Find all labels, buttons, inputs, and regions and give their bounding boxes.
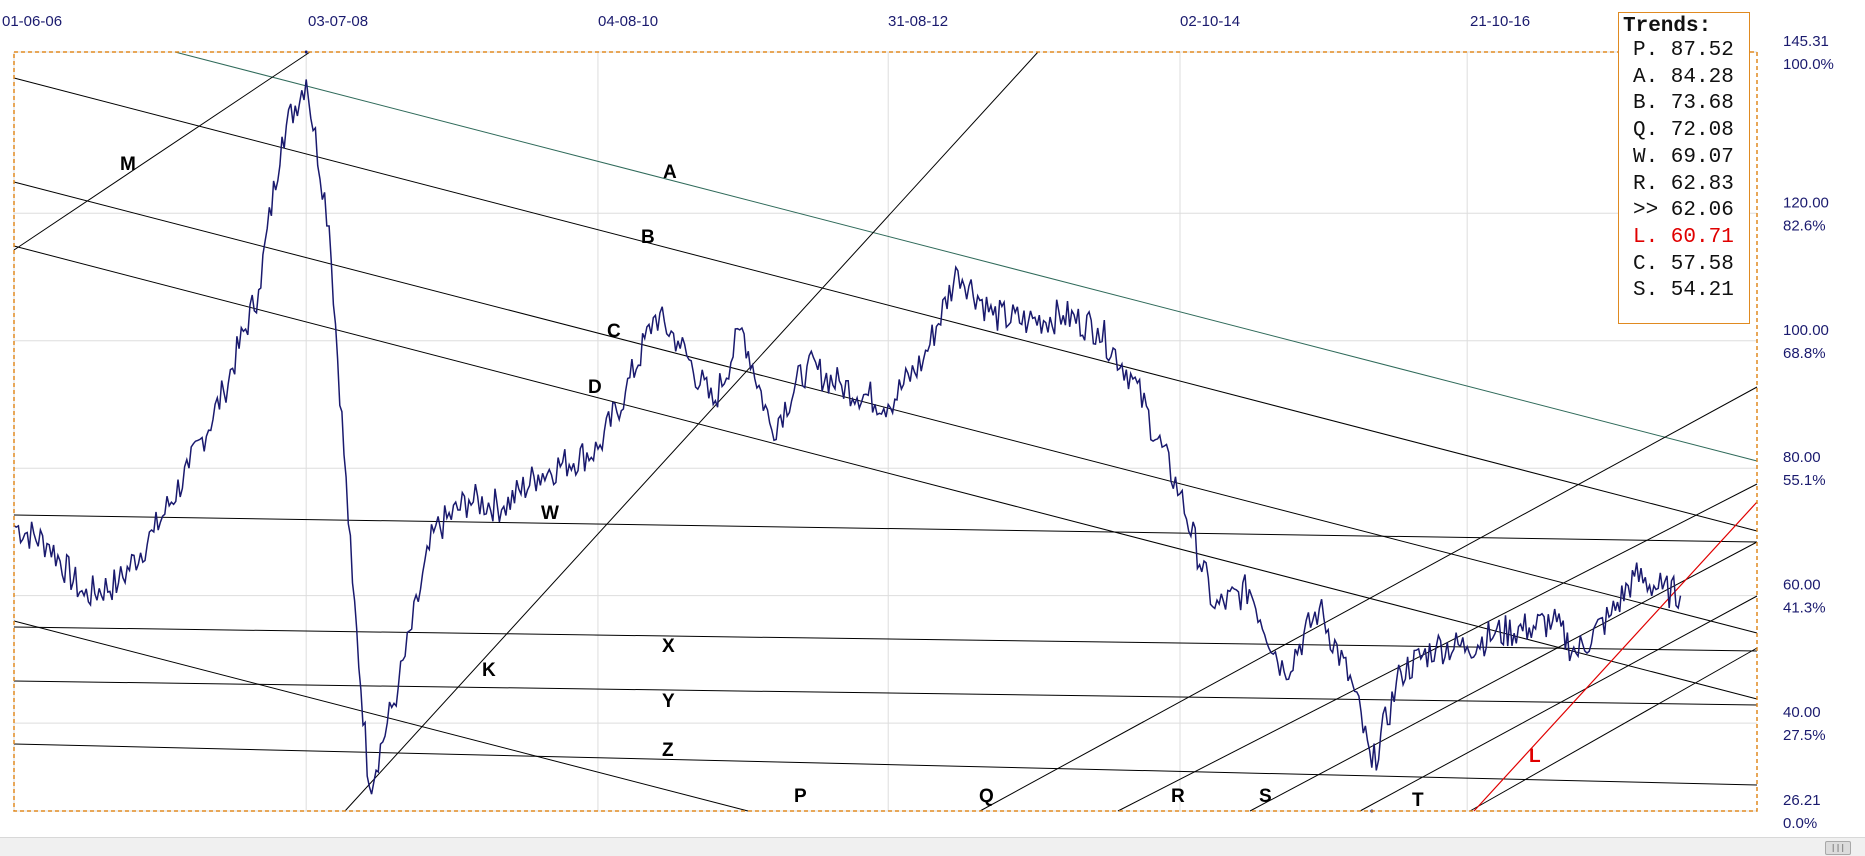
trends-legend: Trends: P. 87.52 A. 84.28 B. 73.68 Q. 72.08…: [1618, 12, 1750, 324]
y-tick-pct: 68.8%: [1783, 345, 1826, 362]
pivot-markers: [304, 50, 1374, 813]
trend-label: Z: [662, 740, 674, 761]
x-tick-label: 01-06-06: [2, 13, 62, 30]
trend-label: W: [541, 503, 559, 524]
trend-line-s: [1359, 595, 1758, 812]
y-tick-label: 60.00: [1783, 577, 1821, 594]
trend-line-w: [13, 514, 1758, 543]
trend-line-l: [1473, 501, 1758, 812]
trend-label: Y: [662, 691, 675, 712]
y-tick-label: 80.00: [1783, 449, 1821, 466]
trend-line-z: [13, 743, 1758, 786]
trend-label: C: [607, 321, 621, 342]
trend-line-p: [979, 386, 1758, 812]
legend-entry: >> 62.06: [1633, 199, 1734, 223]
trend-label: L: [1529, 746, 1541, 767]
grid-lines: [13, 51, 1757, 812]
legend-entry: W. 69.07: [1633, 145, 1734, 169]
trend-labels: M A B C D W K X Y Z P Q R S T L: [120, 154, 1541, 811]
trend-lines: [13, 51, 1758, 812]
legend-entry: B. 73.68: [1633, 92, 1734, 116]
trend-line-q: [1117, 483, 1758, 812]
horizontal-scrollbar[interactable]: |||: [0, 837, 1865, 856]
y-axis: 145.31 100.0% 120.00 82.6% 100.00 68.8% 80.00 5…: [1783, 33, 1834, 832]
y-tick-pct: 100.0%: [1783, 56, 1834, 73]
trend-line-m: [13, 51, 311, 251]
x-tick-label: 31-08-12: [888, 13, 948, 30]
trend-label: X: [662, 636, 675, 657]
trend-label: Q: [979, 786, 994, 807]
plot-frame: [13, 51, 1758, 812]
trend-line-lower-fan: [13, 620, 749, 812]
trend-label: S: [1259, 786, 1272, 807]
x-tick-label: 21-10-16: [1470, 13, 1530, 30]
trend-label: B: [641, 227, 655, 248]
trend-label: K: [482, 660, 496, 681]
y-tick-label: 100.00: [1783, 322, 1829, 339]
y-tick-pct: 0.0%: [1783, 815, 1817, 832]
legend-entry: R. 62.83: [1633, 172, 1734, 196]
x-tick-label: 04-08-10: [598, 13, 658, 30]
y-tick-label: 40.00: [1783, 704, 1821, 721]
trend-line-top: [174, 51, 1758, 462]
trend-line-t: [1469, 647, 1758, 812]
trend-label: M: [120, 154, 136, 175]
trend-line-r: [1249, 541, 1758, 812]
y-tick-label: 120.00: [1783, 194, 1829, 211]
trend-line-d: [13, 245, 1758, 700]
trend-label: P: [794, 786, 807, 807]
legend-entry: L. 60.71: [1633, 225, 1734, 249]
price-series-line: [13, 79, 1682, 795]
trend-label: R: [1171, 786, 1185, 807]
legend-entry: P. 87.52: [1633, 39, 1734, 62]
legend-entry: S. 54.21: [1633, 279, 1734, 303]
trend-line-a: [13, 77, 1758, 532]
trend-label: D: [588, 377, 602, 398]
x-axis: 01-06-06 03-07-08 04-08-10 31-08-12 02-1…: [2, 13, 1530, 30]
trend-label: T: [1412, 790, 1424, 811]
legend-title: Trends:: [1623, 15, 1712, 38]
y-tick-pct: 82.6%: [1783, 217, 1826, 234]
y-tick-label: 26.21: [1783, 792, 1821, 809]
y-tick-pct: 55.1%: [1783, 472, 1826, 489]
trend-line-k: [344, 51, 1039, 812]
y-tick-pct: 27.5%: [1783, 727, 1826, 744]
trend-line-c: [13, 181, 1758, 634]
legend-entry: C. 57.58: [1633, 252, 1734, 276]
x-tick-label: 03-07-08: [308, 13, 368, 30]
scrollbar-thumb[interactable]: |||: [1825, 841, 1851, 855]
legend-entry: Q. 72.08: [1633, 119, 1734, 143]
y-tick-label: 145.31: [1783, 33, 1829, 50]
legend-entry: A. 84.28: [1633, 65, 1734, 89]
pivot-point: [304, 50, 308, 54]
y-tick-pct: 41.3%: [1783, 600, 1826, 617]
trend-line-y: [13, 680, 1758, 706]
x-tick-label: 02-10-14: [1180, 13, 1240, 30]
trend-label: A: [663, 162, 677, 183]
